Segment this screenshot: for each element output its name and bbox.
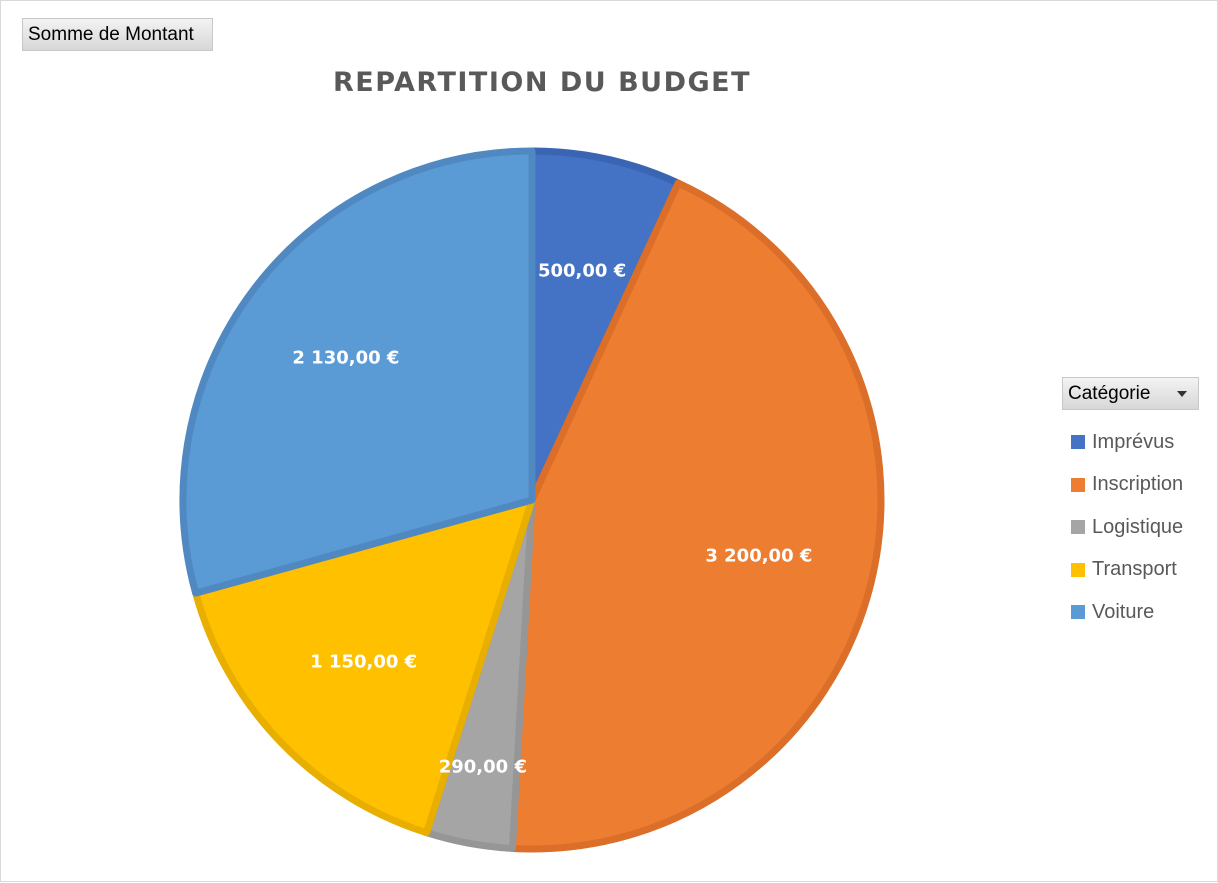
legend-item-imprevus: Imprévus bbox=[1071, 421, 1183, 464]
data-label-logistique: 290,00 € bbox=[439, 757, 527, 778]
value-field-button[interactable]: Somme de Montant bbox=[22, 18, 213, 51]
data-label-voiture: 2 130,00 € bbox=[292, 347, 399, 368]
dropdown-arrow-icon[interactable] bbox=[1177, 391, 1187, 397]
legend-label: Logistique bbox=[1092, 515, 1184, 538]
chart-title: REPARTITION DU BUDGET bbox=[332, 67, 752, 98]
legend-label: Imprévus bbox=[1092, 430, 1175, 453]
legend-item-transport: Transport bbox=[1071, 549, 1183, 592]
legend-item-logistique: Logistique bbox=[1071, 506, 1183, 549]
data-label-imprevus: 500,00 € bbox=[538, 261, 626, 282]
legend-label: Transport bbox=[1092, 558, 1177, 581]
legend-label: Voiture bbox=[1092, 600, 1155, 623]
legend-swatch bbox=[1071, 520, 1085, 535]
legend-swatch bbox=[1071, 605, 1085, 620]
legend-label: Inscription bbox=[1092, 473, 1184, 496]
pie-slice-transport[interactable] bbox=[192, 496, 536, 837]
legend-swatch bbox=[1071, 435, 1085, 450]
pie-slice-inscription[interactable] bbox=[508, 179, 885, 853]
data-label-inscription: 3 200,00 € bbox=[705, 546, 812, 567]
data-label-transport: 1 150,00 € bbox=[310, 651, 417, 672]
category-filter-label: Catégorie bbox=[1068, 383, 1151, 404]
pie-slice-voiture[interactable] bbox=[179, 147, 536, 597]
legend-item-inscription: Inscription bbox=[1071, 464, 1183, 507]
legend: Imprévus Inscription Logistique Transport Vo… bbox=[1071, 421, 1183, 634]
legend-item-voiture: Voiture bbox=[1071, 591, 1183, 634]
legend-swatch bbox=[1071, 562, 1085, 577]
category-filter-button[interactable]: Catégorie bbox=[1062, 377, 1199, 410]
legend-swatch bbox=[1071, 477, 1085, 492]
